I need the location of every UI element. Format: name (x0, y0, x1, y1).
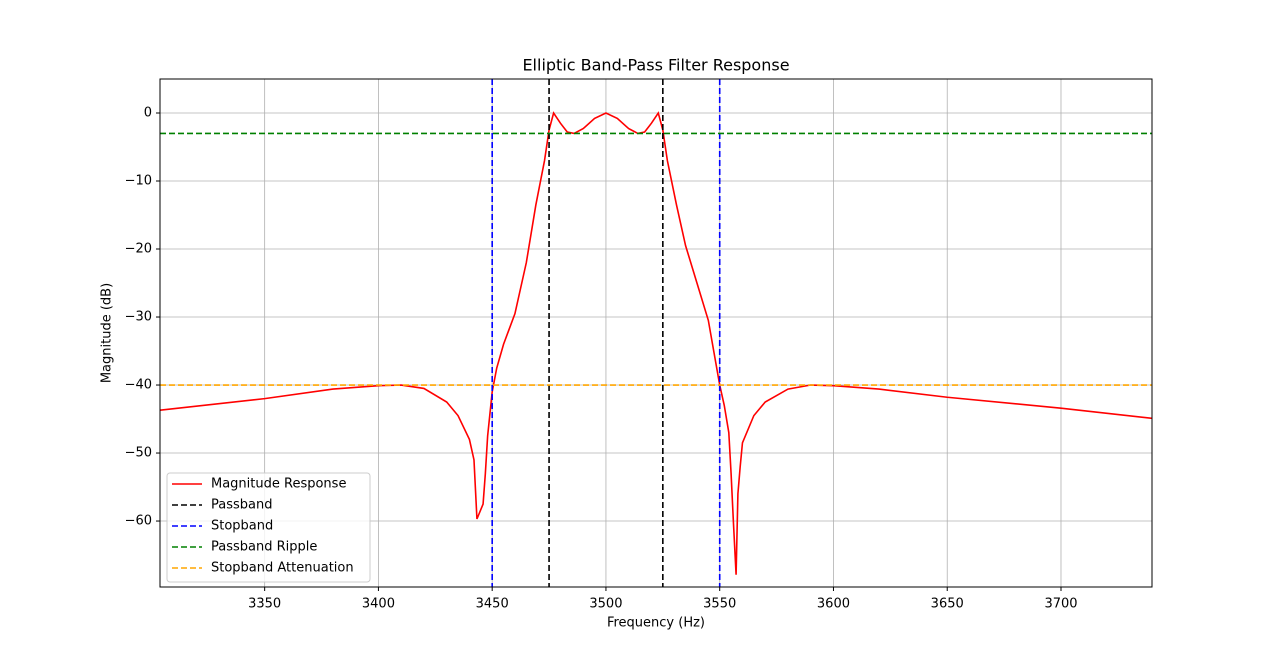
y-tick-label: −10 (125, 174, 152, 189)
y-tick-label: 0 (144, 106, 152, 121)
legend-label: Stopband (211, 519, 273, 534)
chart-title: Elliptic Band-Pass Filter Response (522, 56, 789, 75)
plot-area (160, 79, 1152, 587)
x-tick-label: 3450 (476, 597, 509, 612)
x-tick-label: 3400 (362, 597, 395, 612)
y-tick-label: −40 (125, 378, 152, 393)
legend-label: Magnitude Response (211, 477, 346, 492)
x-tick-label: 3550 (703, 597, 736, 612)
legend-label: Stopband Attenuation (211, 561, 354, 576)
line (160, 111, 1152, 575)
y-tick-label: −60 (125, 514, 152, 529)
x-tick-label: 3500 (589, 597, 622, 612)
legend-box (166, 472, 371, 583)
x-tick-label: 3700 (1044, 597, 1077, 612)
y-tick-label: −30 (125, 310, 152, 325)
y-tick-label: −50 (125, 446, 152, 461)
y-axis-label: Magnitude (dB) (100, 283, 115, 383)
legend: Magnitude Response Passband Stopband Passba… (166, 472, 371, 583)
y-tick-label: −20 (125, 242, 152, 257)
x-tick-label: 3350 (248, 597, 281, 612)
axes-frame (159, 78, 1153, 588)
legend-label: Passband (211, 498, 272, 513)
ticks: 3350 3400 3450 3500 3550 3600 3650 3700 0 −10 −20 −… (125, 106, 1078, 612)
x-tick-label: 3600 (817, 597, 850, 612)
legend-label: Passband Ripple (211, 540, 317, 555)
x-tick-label: 3650 (931, 597, 964, 612)
x-axis-label: Frequency (Hz) (607, 616, 705, 631)
